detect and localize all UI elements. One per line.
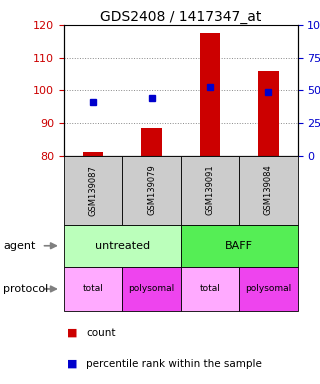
Text: ■: ■	[67, 328, 78, 338]
Text: agent: agent	[3, 241, 36, 251]
Title: GDS2408 / 1417347_at: GDS2408 / 1417347_at	[100, 10, 261, 24]
Text: count: count	[86, 328, 116, 338]
Text: protocol: protocol	[3, 284, 48, 294]
Text: GSM139087: GSM139087	[89, 165, 98, 215]
Text: GSM139091: GSM139091	[205, 165, 214, 215]
Text: untreated: untreated	[95, 241, 150, 251]
Bar	[258, 71, 279, 156]
Text: total: total	[200, 285, 220, 293]
Bar	[83, 152, 103, 156]
Text: GSM139079: GSM139079	[147, 165, 156, 215]
Bar	[141, 128, 162, 156]
Text: polysomal: polysomal	[128, 285, 175, 293]
Text: percentile rank within the sample: percentile rank within the sample	[86, 359, 262, 369]
Text: total: total	[83, 285, 104, 293]
Text: ■: ■	[67, 359, 78, 369]
Text: polysomal: polysomal	[245, 285, 292, 293]
Bar	[200, 33, 220, 156]
Text: GSM139084: GSM139084	[264, 165, 273, 215]
Text: BAFF: BAFF	[225, 241, 253, 251]
